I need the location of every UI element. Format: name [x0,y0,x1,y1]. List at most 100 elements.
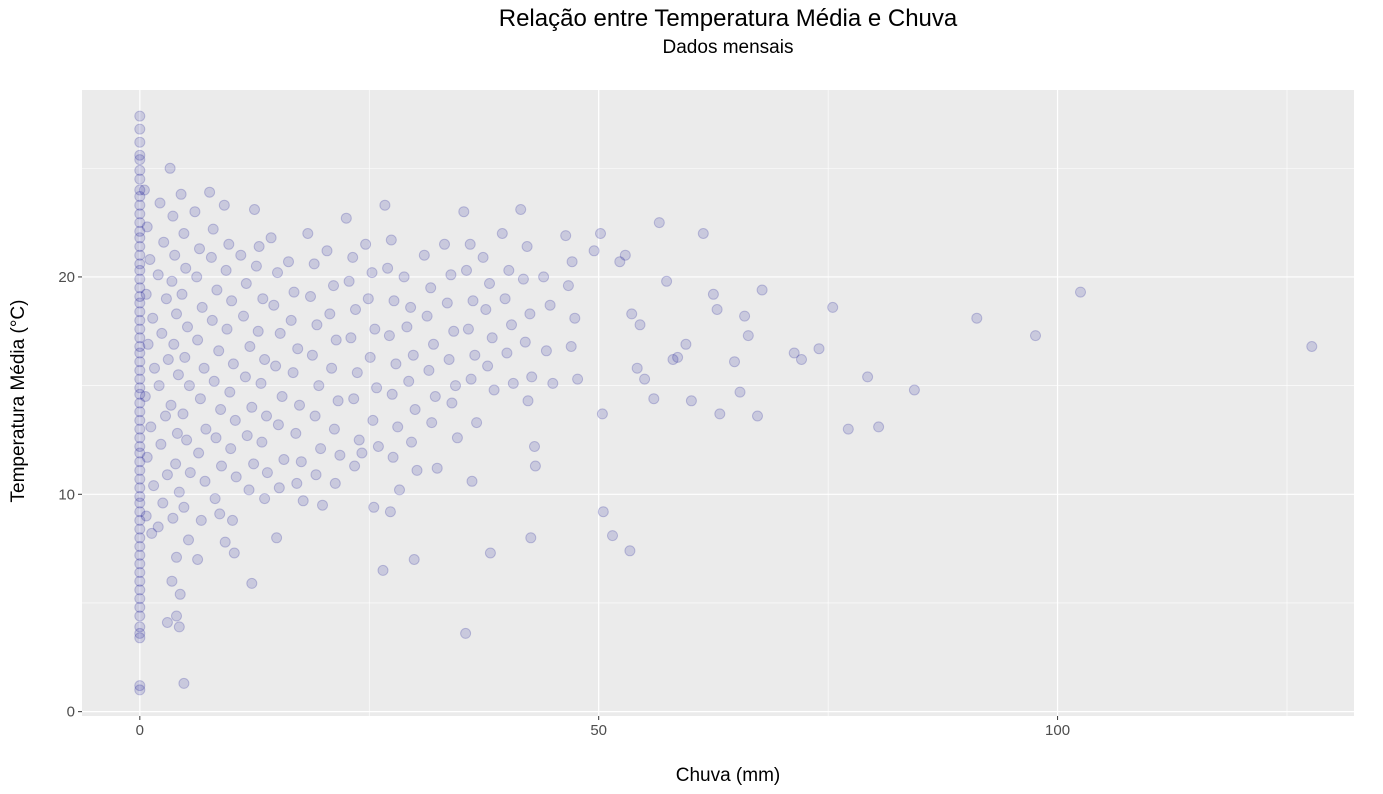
data-point [227,358,239,370]
data-point [182,321,193,333]
data-point [302,228,314,239]
data-point [377,564,389,576]
data-point [360,238,372,250]
data-point [134,567,146,578]
data-point [183,534,194,546]
data-point [134,388,146,400]
data-point [257,293,269,305]
data-point [313,380,325,392]
data-point [145,421,157,433]
data-point [614,256,626,268]
data-point [252,325,264,337]
data-point [1030,330,1041,342]
data-point [179,351,191,363]
data-point [173,621,185,633]
data-point [425,282,437,294]
data-points [134,110,1318,696]
y-axis-title: Temperatura Média (°C) [8,300,29,503]
data-point [310,469,322,481]
data-point [134,549,146,561]
data-point [369,323,381,335]
data-point [134,136,146,148]
y-tick-label: 0 [67,704,75,721]
data-point [349,460,361,472]
data-point [195,514,207,526]
data-point [448,325,460,337]
data-point [334,449,346,461]
data-point [206,314,218,326]
data-point [134,621,146,633]
data-point [305,291,316,302]
data-point [161,617,173,628]
data-point [154,197,166,209]
data-point [409,404,421,415]
data-point [157,497,169,509]
data-point [971,312,983,324]
data-point [134,123,146,135]
data-point [351,367,363,379]
data-point [175,188,187,200]
data-point [386,388,398,400]
data-point [152,269,164,281]
data-point [326,362,338,374]
data-point [255,377,267,389]
data-point [176,288,188,300]
data-point [451,432,463,444]
data-point [371,382,383,394]
data-point [134,432,146,444]
data-point [756,284,768,296]
data-point [827,301,839,313]
data-point [134,464,146,476]
data-point [291,477,303,489]
data-point [228,547,240,559]
data-point [465,373,477,385]
data-point [343,275,355,287]
data-point [562,280,574,292]
data-point [480,304,492,315]
data-point [471,417,483,429]
data-point [270,360,282,372]
data-point [588,245,600,257]
data-point [249,204,260,215]
data-point [292,343,304,355]
data-point [144,254,156,265]
data-point [1075,286,1086,298]
data-point [525,532,537,544]
data-point [134,314,146,326]
data-point [519,336,531,348]
data-point [294,399,305,411]
data-point [634,319,646,331]
data-point [178,228,190,239]
data-point [405,301,417,313]
data-point [134,632,146,644]
data-point [134,164,146,176]
data-point [134,684,146,696]
data-point [211,284,223,296]
data-point [134,497,146,509]
data-point [639,373,651,385]
data-point [134,584,146,596]
data-point [141,221,153,233]
data-point [168,338,180,350]
data-point [268,299,280,311]
data-point [272,267,283,279]
data-point [134,217,146,229]
data-point [507,377,519,389]
data-point [134,532,146,544]
data-point [134,491,146,502]
data-point [308,258,320,270]
data-point [172,369,184,381]
data-point [526,371,538,383]
data-point [697,228,709,239]
data-point [873,421,885,433]
data-point [466,475,478,487]
data-point [134,208,146,220]
data-point [134,225,146,237]
data-point [285,314,297,326]
chart-title: Relação entre Temperatura Média e Chuva [499,5,958,32]
y-tick-label: 10 [58,486,75,503]
data-point [295,456,307,468]
data-point [205,251,217,263]
data-point [162,354,174,365]
